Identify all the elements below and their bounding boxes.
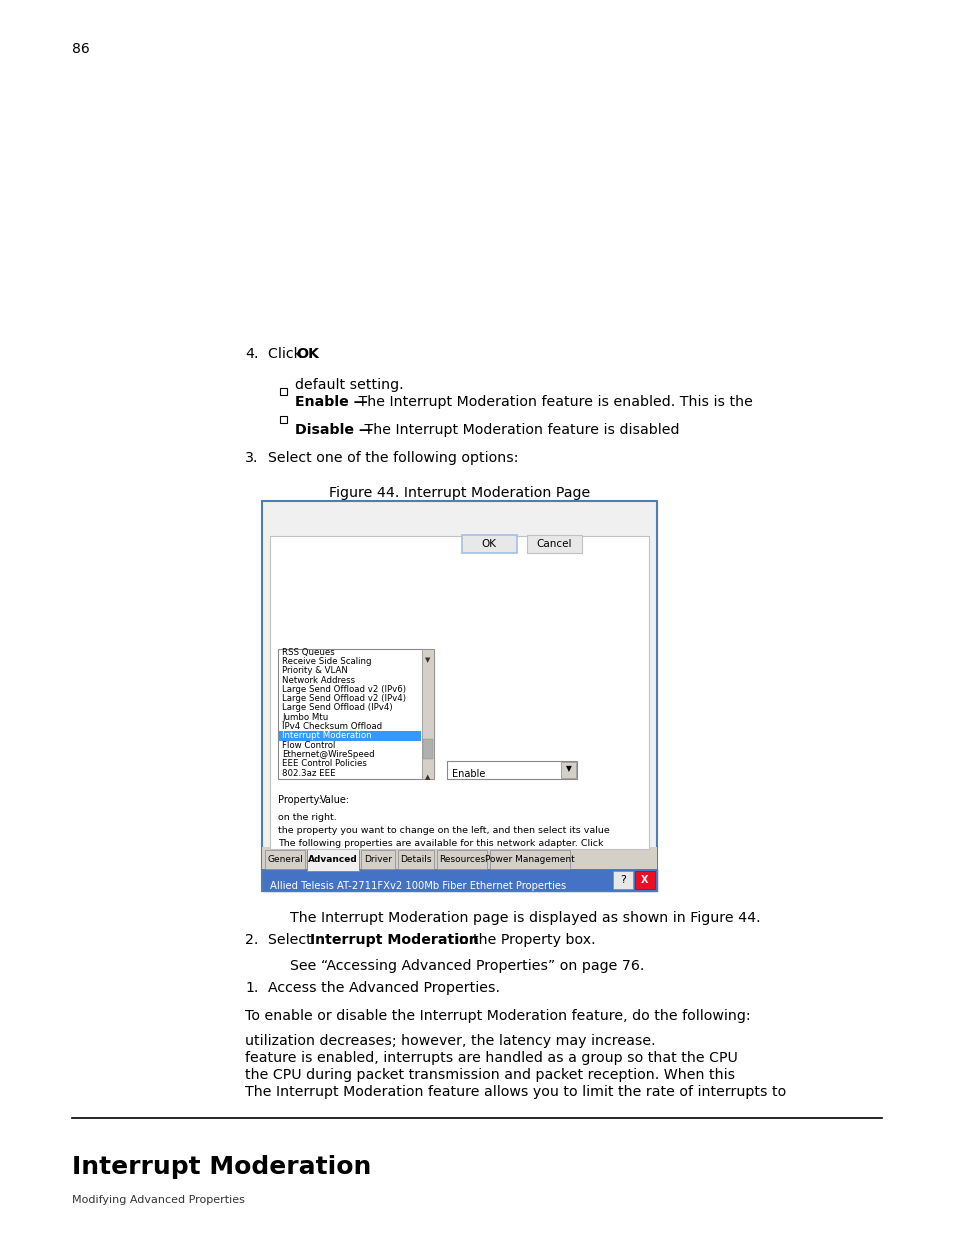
Text: Power Management: Power Management xyxy=(485,855,575,863)
Bar xyxy=(360,850,395,869)
Text: The following properties are available for this network adapter. Click: The following properties are available f… xyxy=(277,839,603,848)
Bar xyxy=(262,847,657,869)
FancyBboxPatch shape xyxy=(526,535,581,553)
Text: Large Send Offload v2 (IPv6): Large Send Offload v2 (IPv6) xyxy=(282,685,406,694)
Text: Driver: Driver xyxy=(364,855,392,863)
Text: The Interrupt Moderation feature allows you to limit the rate of interrupts to: The Interrupt Moderation feature allows … xyxy=(245,1086,785,1099)
Text: General: General xyxy=(267,855,303,863)
Text: Large Send Offload v2 (IPv4): Large Send Offload v2 (IPv4) xyxy=(282,694,406,703)
Text: on the right.: on the right. xyxy=(277,813,336,823)
Text: OK: OK xyxy=(481,538,496,550)
Text: Select one of the following options:: Select one of the following options: xyxy=(268,451,518,466)
Text: EEE Control Policies: EEE Control Policies xyxy=(282,760,367,768)
Text: ▲: ▲ xyxy=(425,774,430,781)
Text: .: . xyxy=(314,347,319,361)
Text: RSS Queues: RSS Queues xyxy=(282,648,335,657)
Bar xyxy=(447,761,577,779)
Text: Disable —: Disable — xyxy=(294,424,373,437)
Text: Enable —: Enable — xyxy=(294,395,367,409)
Text: Property:: Property: xyxy=(277,795,321,805)
Bar xyxy=(307,848,358,871)
Bar xyxy=(262,869,657,890)
Text: Details: Details xyxy=(400,855,432,863)
Text: The Interrupt Moderation feature is enabled. This is the: The Interrupt Moderation feature is enab… xyxy=(354,395,752,409)
Bar xyxy=(436,850,486,869)
Text: Jumbo Mtu: Jumbo Mtu xyxy=(282,713,328,721)
Text: 1.: 1. xyxy=(245,981,258,995)
FancyBboxPatch shape xyxy=(262,501,657,890)
Bar xyxy=(280,416,287,424)
Text: IPv4 Checksum Offload: IPv4 Checksum Offload xyxy=(282,722,382,731)
Bar xyxy=(490,850,569,869)
Text: Figure 44. Interrupt Moderation Page: Figure 44. Interrupt Moderation Page xyxy=(329,487,590,500)
Text: Select: Select xyxy=(268,932,315,947)
Text: Cancel: Cancel xyxy=(536,538,571,550)
Bar xyxy=(278,731,420,741)
Text: The Interrupt Moderation feature is disabled: The Interrupt Moderation feature is disa… xyxy=(359,424,679,437)
Text: the CPU during packet transmission and packet reception. When this: the CPU during packet transmission and p… xyxy=(245,1068,735,1082)
Text: Flow Control: Flow Control xyxy=(282,741,335,750)
Bar xyxy=(560,762,576,778)
Text: Allied Telesis AT-2711FXv2 100Mb Fiber Ethernet Properties: Allied Telesis AT-2711FXv2 100Mb Fiber E… xyxy=(270,881,566,890)
Text: Access the Advanced Properties.: Access the Advanced Properties. xyxy=(268,981,499,995)
Text: Priority & VLAN: Priority & VLAN xyxy=(282,667,348,676)
Text: The Interrupt Moderation page is displayed as shown in Figure 44.: The Interrupt Moderation page is display… xyxy=(290,911,760,925)
FancyBboxPatch shape xyxy=(461,535,517,553)
Bar xyxy=(280,388,287,395)
Text: X: X xyxy=(640,876,648,885)
Bar xyxy=(265,850,305,869)
Text: Value:: Value: xyxy=(319,795,350,805)
Text: Interrupt Moderation: Interrupt Moderation xyxy=(282,731,372,740)
Bar xyxy=(397,850,434,869)
Bar xyxy=(270,536,648,848)
Text: Network Address: Network Address xyxy=(282,676,355,684)
Bar xyxy=(277,650,434,779)
Bar xyxy=(613,871,633,889)
Text: OK: OK xyxy=(295,347,318,361)
Text: Resources: Resources xyxy=(438,855,484,863)
Bar xyxy=(421,650,434,779)
Text: 2.: 2. xyxy=(245,932,258,947)
Text: ?: ? xyxy=(619,876,625,885)
Text: Ethernet@WireSpeed: Ethernet@WireSpeed xyxy=(282,750,375,760)
Text: 4.: 4. xyxy=(245,347,258,361)
Text: See “Accessing Advanced Properties” on page 76.: See “Accessing Advanced Properties” on p… xyxy=(290,960,643,973)
Text: Click: Click xyxy=(268,347,306,361)
Text: 86: 86 xyxy=(71,42,90,56)
Text: 802.3az EEE: 802.3az EEE xyxy=(282,768,335,778)
Bar xyxy=(635,871,655,889)
Text: the property you want to change on the left, and then select its value: the property you want to change on the l… xyxy=(277,826,609,835)
Text: Modifying Advanced Properties: Modifying Advanced Properties xyxy=(71,1195,245,1205)
Text: Receive Side Scaling: Receive Side Scaling xyxy=(282,657,371,666)
Text: ▼: ▼ xyxy=(425,657,430,663)
Text: Advanced: Advanced xyxy=(308,855,357,863)
Text: in the Property box.: in the Property box. xyxy=(451,932,595,947)
Bar xyxy=(262,869,657,890)
Text: utilization decreases; however, the latency may increase.: utilization decreases; however, the late… xyxy=(245,1034,655,1049)
Text: To enable or disable the Interrupt Moderation feature, do the following:: To enable or disable the Interrupt Moder… xyxy=(245,1009,750,1023)
Text: 3.: 3. xyxy=(245,451,258,466)
Text: Interrupt Moderation: Interrupt Moderation xyxy=(71,1155,371,1179)
Text: ▼: ▼ xyxy=(565,764,572,773)
Text: Large Send Offload (IPv4): Large Send Offload (IPv4) xyxy=(282,704,393,713)
Text: Enable: Enable xyxy=(452,769,485,779)
Text: default setting.: default setting. xyxy=(294,378,403,391)
Text: feature is enabled, interrupts are handled as a group so that the CPU: feature is enabled, interrupts are handl… xyxy=(245,1051,737,1065)
Bar xyxy=(422,739,433,760)
Text: Interrupt Moderation: Interrupt Moderation xyxy=(310,932,478,947)
